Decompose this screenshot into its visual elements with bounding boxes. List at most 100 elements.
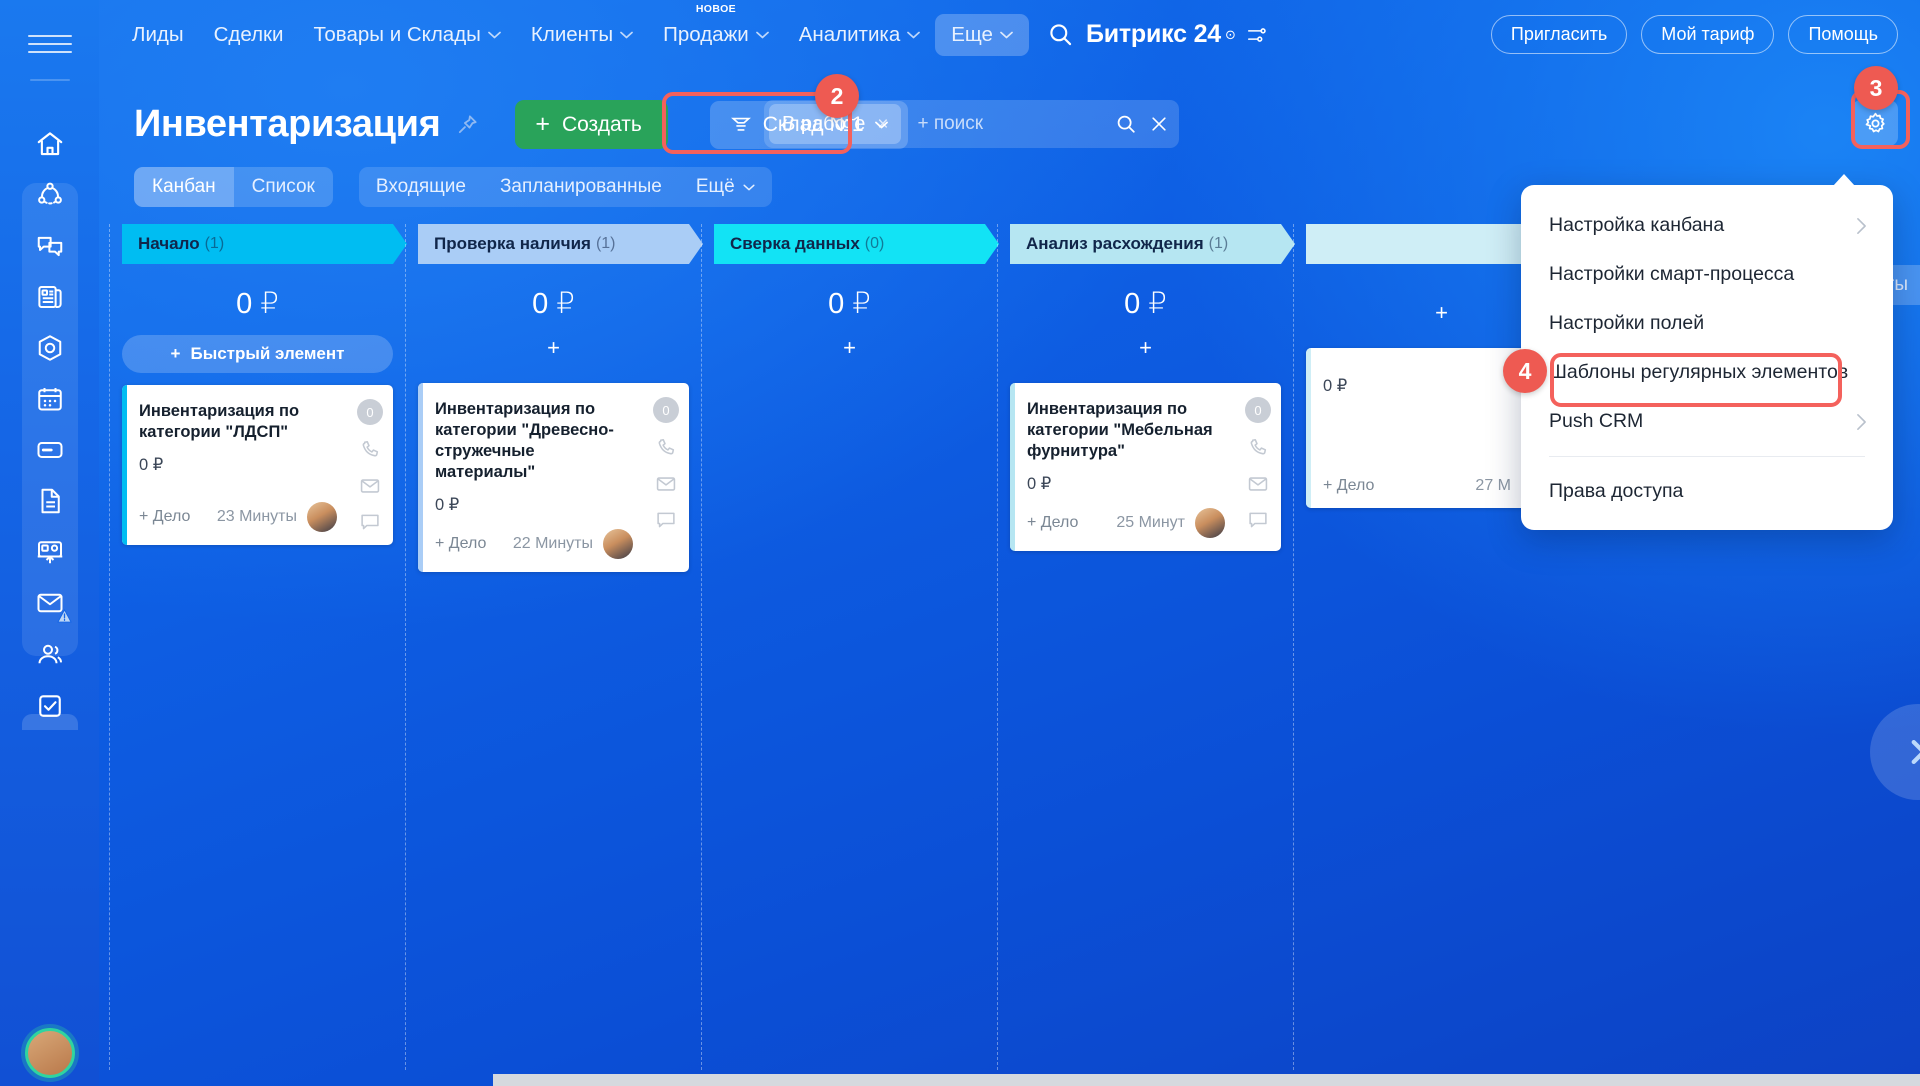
add-activity-link[interactable]: + Дело bbox=[139, 508, 191, 525]
hamburger-icon[interactable] bbox=[28, 26, 72, 62]
nav-label: Товары и Склады bbox=[313, 22, 481, 46]
sidebar-item-calendar[interactable] bbox=[22, 373, 78, 425]
quick-add-button[interactable]: + bbox=[843, 335, 856, 360]
add-activity-link[interactable]: + Дело bbox=[1323, 477, 1375, 494]
clear-search-icon[interactable] bbox=[1149, 114, 1169, 134]
menu-item-field-settings[interactable]: Настройки полей bbox=[1521, 299, 1893, 348]
warehouse-label: Склад №1 bbox=[762, 112, 864, 136]
card-assignee-avatar[interactable] bbox=[1195, 508, 1225, 539]
column-header[interactable]: Начало (1) bbox=[122, 224, 393, 264]
comment-icon[interactable] bbox=[655, 509, 677, 531]
phone-icon[interactable] bbox=[655, 437, 677, 459]
quick-add-button[interactable]: + bbox=[547, 335, 560, 360]
menu-item-label: Настройки полей bbox=[1549, 312, 1705, 334]
column-header[interactable]: Сверка данных (0) bbox=[714, 224, 985, 264]
tab-incoming[interactable]: Входящие bbox=[375, 176, 466, 197]
chevron-right-icon bbox=[1857, 217, 1866, 234]
nav-item-leads[interactable]: Лиды bbox=[117, 15, 199, 55]
column-sum: 0 ₽ bbox=[1124, 288, 1167, 320]
sidebar-collapse-handle[interactable] bbox=[22, 714, 78, 730]
user-avatar[interactable] bbox=[25, 1028, 75, 1078]
sidebar-item-sites[interactable] bbox=[22, 526, 78, 578]
chevron-right-icon bbox=[1911, 739, 1920, 765]
kanban-card[interactable]: Инвентаризация по категории "Древесно-ст… bbox=[418, 383, 689, 573]
sidebar-item-tasks[interactable] bbox=[22, 680, 78, 732]
tab-planned[interactable]: Запланированные bbox=[499, 176, 662, 197]
add-activity-link[interactable]: + Дело bbox=[435, 535, 487, 553]
sidebar-divider bbox=[30, 79, 70, 81]
search-actions bbox=[1115, 113, 1169, 135]
my-plan-button[interactable]: Мой тариф bbox=[1641, 15, 1775, 54]
warehouse-selector[interactable]: Склад №1 bbox=[709, 100, 908, 149]
main-content: Инвентаризация + Создать Склад №1 В рабо… bbox=[99, 69, 1920, 1086]
chevron-right-icon bbox=[1857, 413, 1866, 430]
quick-add-button[interactable]: + Быстрый элемент bbox=[122, 335, 393, 373]
add-activity-link[interactable]: + Дело bbox=[1027, 514, 1079, 532]
menu-item-smart-process-settings[interactable]: Настройки смарт-процесса bbox=[1521, 250, 1893, 299]
warning-badge-icon bbox=[57, 609, 72, 623]
invite-button[interactable]: Пригласить bbox=[1490, 15, 1628, 54]
comment-icon[interactable] bbox=[359, 511, 381, 533]
menu-item-access-rights[interactable]: Права доступа bbox=[1521, 467, 1893, 516]
quick-add-button[interactable]: + bbox=[1435, 300, 1448, 325]
menu-item-label: Права доступа bbox=[1549, 480, 1684, 502]
search-icon[interactable] bbox=[1115, 113, 1137, 135]
plus-icon: + bbox=[535, 110, 550, 138]
chip-label: В работе bbox=[782, 112, 866, 135]
page-title: Инвентаризация bbox=[134, 103, 441, 145]
brand-logo[interactable]: Битрикс 24 ⊙ bbox=[1086, 20, 1268, 49]
top-nav-right-group: Пригласить Мой тариф Помощь bbox=[1490, 15, 1898, 54]
phone-icon[interactable] bbox=[359, 439, 381, 461]
column-title: Проверка наличия bbox=[434, 234, 591, 253]
nav-item-clients[interactable]: Клиенты bbox=[516, 15, 648, 55]
next-page-button[interactable] bbox=[1870, 704, 1920, 800]
nav-item-more[interactable]: Еще bbox=[935, 13, 1029, 56]
sidebar-item-crm[interactable] bbox=[22, 322, 78, 374]
close-icon[interactable]: × bbox=[877, 113, 889, 135]
menu-item-push-crm[interactable]: Push CRM bbox=[1521, 397, 1893, 446]
sidebar-item-automation[interactable] bbox=[22, 169, 78, 221]
sidebar-item-company[interactable] bbox=[22, 628, 78, 680]
card-title: Инвентаризация по категории "Древесно-ст… bbox=[435, 400, 614, 482]
nav-item-deals[interactable]: Сделки bbox=[199, 15, 299, 55]
sidebar-item-documents[interactable] bbox=[22, 475, 78, 527]
card-assignee-avatar[interactable] bbox=[603, 529, 633, 560]
card-assignee-avatar[interactable] bbox=[307, 502, 337, 532]
tab-list[interactable]: Список bbox=[251, 176, 315, 197]
gear-icon bbox=[1865, 112, 1885, 132]
card-count-badge: 0 bbox=[357, 399, 383, 425]
help-button[interactable]: Помощь bbox=[1788, 15, 1898, 54]
menu-item-regular-templates[interactable]: Шаблоны регулярных элементов bbox=[1521, 348, 1893, 397]
sidebar-item-drive[interactable] bbox=[22, 424, 78, 476]
sidebar-item-feed[interactable] bbox=[22, 271, 78, 323]
card-sum: 0 ₽ bbox=[435, 496, 460, 515]
kanban-card[interactable]: Инвентаризация по категории "Мебельная ф… bbox=[1010, 383, 1281, 552]
sidebar-item-messenger[interactable] bbox=[22, 220, 78, 272]
sliders-icon[interactable] bbox=[1246, 24, 1268, 46]
column-header[interactable]: Проверка наличия (1) bbox=[418, 224, 689, 264]
tab-kanban[interactable]: Канбан bbox=[134, 167, 234, 207]
sidebar-item-mail[interactable] bbox=[22, 577, 78, 629]
email-icon[interactable] bbox=[359, 475, 381, 497]
menu-item-label: Шаблоны регулярных элементов bbox=[1549, 361, 1849, 383]
nav-item-products-warehouses[interactable]: Товары и Склады bbox=[298, 15, 515, 55]
nav-item-analytics[interactable]: Аналитика bbox=[784, 15, 935, 55]
email-icon[interactable] bbox=[1247, 473, 1269, 495]
search-input[interactable]: + поиск bbox=[917, 113, 984, 134]
quick-add-button[interactable]: + bbox=[1139, 335, 1152, 360]
bottom-scrollbar-strip[interactable] bbox=[493, 1074, 1920, 1086]
kanban-card[interactable]: Инвентаризация по категории "ЛДСП" 0 ₽ 0… bbox=[122, 385, 393, 545]
tab-more[interactable]: Ещё bbox=[679, 167, 772, 207]
card-accent-bar bbox=[418, 383, 423, 573]
menu-item-kanban-settings[interactable]: Настройка канбана bbox=[1521, 201, 1893, 250]
create-button[interactable]: + Создать bbox=[515, 100, 668, 149]
sidebar-item-home[interactable] bbox=[22, 118, 78, 170]
global-search-icon[interactable] bbox=[1047, 21, 1074, 48]
column-sum: 0 ₽ bbox=[532, 288, 575, 320]
pin-icon[interactable] bbox=[456, 113, 479, 136]
comment-icon[interactable] bbox=[1247, 509, 1269, 531]
column-header[interactable]: Анализ расхождения (1) bbox=[1010, 224, 1281, 264]
email-icon[interactable] bbox=[655, 473, 677, 495]
nav-item-sales[interactable]: НОВОЕ Продажи bbox=[648, 3, 784, 55]
phone-icon[interactable] bbox=[1247, 437, 1269, 459]
